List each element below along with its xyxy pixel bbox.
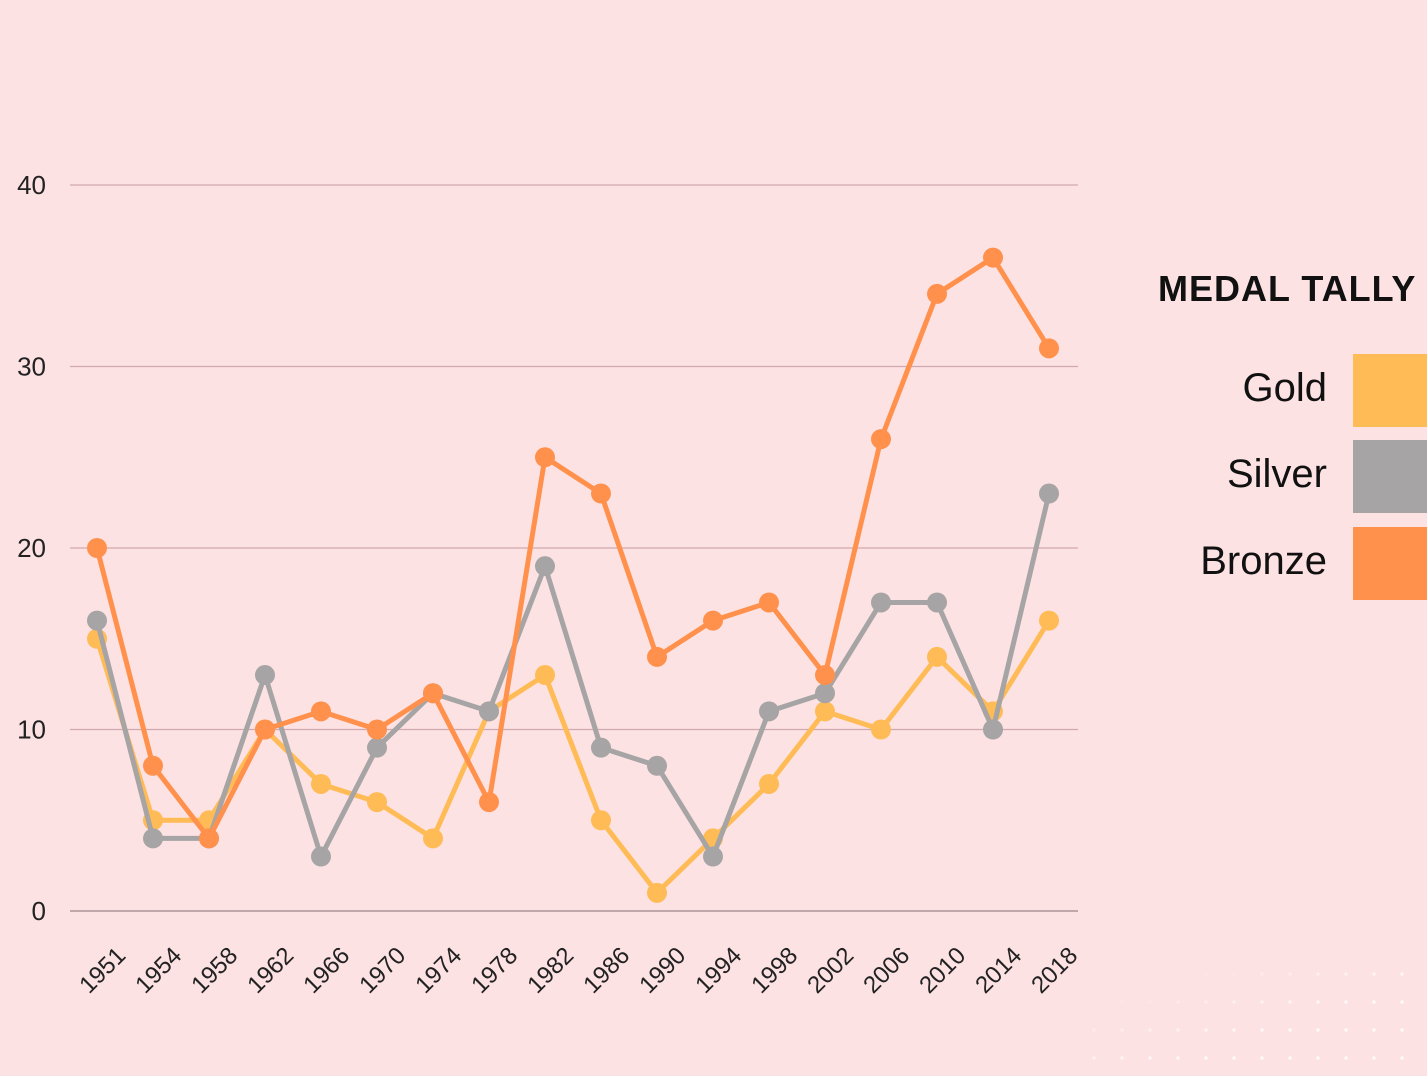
data-point-gold xyxy=(423,828,443,849)
data-point-bronze xyxy=(591,483,611,504)
data-point-silver xyxy=(87,610,107,631)
data-point-silver xyxy=(647,755,667,776)
legend-item-gold: Gold xyxy=(1150,354,1427,427)
data-point-bronze xyxy=(703,610,723,631)
x-tick-label: 2018 xyxy=(1026,942,1083,999)
y-tick-label: 30 xyxy=(17,352,46,382)
data-point-silver xyxy=(367,737,387,758)
x-tick-label: 1986 xyxy=(578,942,635,999)
data-point-silver xyxy=(143,828,163,849)
x-tick-label: 1990 xyxy=(634,942,691,999)
data-point-gold xyxy=(759,773,779,794)
legend-item-silver: Silver xyxy=(1150,440,1427,513)
x-tick-label: 1958 xyxy=(186,942,243,999)
data-point-silver xyxy=(255,665,275,686)
x-tick-label: 1966 xyxy=(298,942,355,999)
legend-swatch-gold xyxy=(1353,354,1427,427)
legend-swatch-silver xyxy=(1353,440,1427,513)
data-point-bronze xyxy=(423,683,443,704)
data-point-silver xyxy=(591,737,611,758)
series-bronze xyxy=(87,247,1059,849)
data-point-bronze xyxy=(367,719,387,740)
data-point-gold xyxy=(927,646,947,667)
data-point-bronze xyxy=(983,247,1003,268)
data-point-bronze xyxy=(927,283,947,304)
x-tick-label: 1998 xyxy=(746,942,803,999)
x-tick-label: 2002 xyxy=(802,942,859,999)
x-tick-label: 1994 xyxy=(690,942,747,999)
data-point-silver xyxy=(479,701,499,722)
legend-title: MEDAL TALLY xyxy=(1158,268,1417,309)
data-point-gold xyxy=(815,701,835,722)
legend-swatch-bronze xyxy=(1353,527,1427,600)
data-point-gold xyxy=(647,882,667,903)
x-tick-label: 2006 xyxy=(858,942,915,999)
data-point-gold xyxy=(535,665,555,686)
y-tick-label: 40 xyxy=(17,170,46,200)
data-point-gold xyxy=(367,792,387,813)
data-point-silver xyxy=(983,719,1003,740)
series-line-bronze xyxy=(94,255,1052,841)
data-point-silver xyxy=(535,556,555,577)
data-point-silver xyxy=(1039,483,1059,504)
decorative-dot-pattern xyxy=(1080,960,1427,1076)
data-point-bronze xyxy=(871,429,891,450)
data-point-bronze xyxy=(815,665,835,686)
series-silver xyxy=(87,483,1059,867)
data-point-bronze xyxy=(311,701,331,722)
legend-label: Gold xyxy=(1242,366,1328,410)
data-point-silver xyxy=(703,846,723,867)
data-point-gold xyxy=(871,719,891,740)
data-point-bronze xyxy=(255,719,275,740)
data-point-bronze xyxy=(535,447,555,468)
y-tick-label: 0 xyxy=(32,896,46,926)
x-tick-label: 1974 xyxy=(410,942,467,999)
x-tick-label: 1982 xyxy=(522,942,579,999)
y-tick-label: 20 xyxy=(17,533,46,563)
legend-label: Bronze xyxy=(1200,539,1327,583)
data-point-silver xyxy=(311,846,331,867)
data-point-bronze xyxy=(647,646,667,667)
y-tick-label: 10 xyxy=(17,715,46,745)
x-tick-label: 2010 xyxy=(914,942,971,999)
data-point-gold xyxy=(1039,610,1059,631)
data-point-gold xyxy=(591,810,611,831)
data-point-bronze xyxy=(143,755,163,776)
data-point-silver xyxy=(927,592,947,613)
data-point-gold xyxy=(311,773,331,794)
x-tick-label: 1970 xyxy=(354,942,411,999)
data-point-silver xyxy=(871,592,891,613)
x-tick-label: 1978 xyxy=(466,942,523,999)
data-point-bronze xyxy=(199,828,219,849)
data-point-silver xyxy=(815,683,835,704)
legend-label: Silver xyxy=(1226,452,1327,496)
x-tick-label: 1951 xyxy=(74,942,131,999)
data-point-bronze xyxy=(759,592,779,613)
data-point-bronze xyxy=(479,792,499,813)
x-tick-label: 1962 xyxy=(242,942,299,999)
data-point-bronze xyxy=(1039,338,1059,359)
data-point-silver xyxy=(759,701,779,722)
x-tick-label: 2014 xyxy=(970,942,1027,999)
x-tick-label: 1954 xyxy=(130,942,187,999)
data-point-bronze xyxy=(87,538,107,558)
legend-item-bronze: Bronze xyxy=(1150,527,1427,600)
